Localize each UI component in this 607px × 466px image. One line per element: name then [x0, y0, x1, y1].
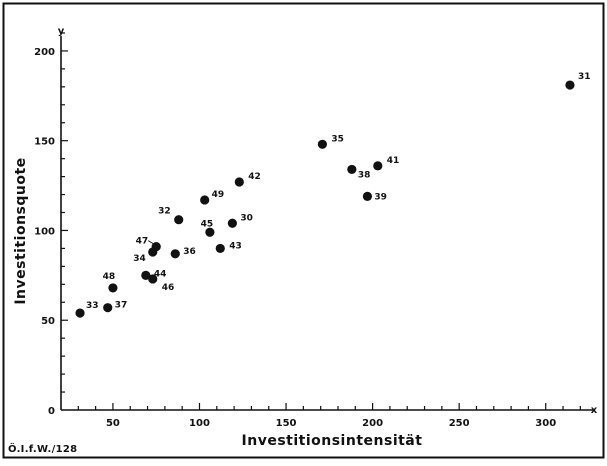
scatter-point-48 [108, 283, 118, 293]
x-tick-label: 300 [535, 418, 556, 429]
point-label-39: 39 [374, 192, 387, 202]
x-axis-symbol: x [591, 405, 598, 416]
label-arrow-47 [147, 240, 154, 245]
y-tick-label: 150 [34, 137, 55, 148]
scatter-point-46 [148, 274, 158, 284]
y-axis-title: Investitionsquote [13, 157, 29, 304]
point-label-44: 44 [154, 269, 167, 279]
x-tick-label: 100 [189, 418, 210, 429]
point-label-49: 49 [212, 190, 225, 200]
scatter-point-41 [373, 161, 383, 171]
point-label-34: 34 [133, 254, 146, 264]
scatter-point-33 [75, 308, 85, 318]
point-label-35: 35 [331, 134, 344, 144]
outer-border [2, 2, 605, 459]
point-label-33: 33 [86, 301, 99, 311]
point-label-42: 42 [248, 172, 261, 182]
y-axis-symbol: y [58, 26, 65, 37]
y-tick-label: 100 [34, 226, 55, 237]
scatter-point-36 [170, 249, 180, 259]
x-tick-label: 200 [362, 418, 383, 429]
point-label-48: 48 [103, 272, 116, 282]
point-label-37: 37 [115, 301, 128, 311]
scatter-point-49 [200, 195, 210, 205]
scatter-point-44 [141, 270, 151, 280]
y-tick-label: 200 [34, 47, 55, 58]
y-tick-label: 50 [41, 316, 55, 327]
point-label-32: 32 [158, 207, 171, 217]
ticks: 50 100 150 200 250 300 50 100 150 200 0 [34, 32, 581, 429]
axes [60, 36, 593, 411]
x-axis-title: Investitionsintensität [242, 433, 423, 449]
point-label-36: 36 [183, 247, 196, 257]
x-tick-label: 150 [276, 418, 297, 429]
point-label-41: 41 [387, 156, 400, 166]
x-tick-label: 50 [106, 418, 120, 429]
point-label-38: 38 [358, 170, 371, 180]
y-tick-label-zero: 0 [48, 406, 55, 417]
scatter-point-42 [234, 177, 244, 187]
scatter-point-32 [174, 215, 184, 225]
scatter-point-31 [565, 80, 575, 90]
scatter-point-37 [103, 303, 113, 313]
point-label-46: 46 [162, 283, 175, 293]
point-label-47: 47 [136, 237, 149, 247]
point-label-31: 31 [578, 72, 591, 82]
point-label-45: 45 [201, 219, 214, 229]
data-points [75, 80, 575, 318]
point-label-43: 43 [229, 241, 242, 251]
scatter-point-35 [317, 139, 328, 149]
scatter-point-34 [148, 247, 158, 257]
footer-credit: Ö.I.f.W./128 [8, 441, 77, 455]
scatter-point-38 [347, 164, 357, 175]
scatter-point-30 [227, 218, 237, 228]
x-tick-label: 250 [449, 418, 470, 429]
point-labels: 31 35 38 41 39 42 49 32 30 45 47 43 34 36 44 46 48 37 33 [86, 72, 590, 311]
point-label-30: 30 [240, 213, 253, 223]
scatter-point-45 [205, 227, 215, 237]
scatter-point-39 [362, 191, 373, 201]
scatter-point-43 [215, 243, 225, 254]
